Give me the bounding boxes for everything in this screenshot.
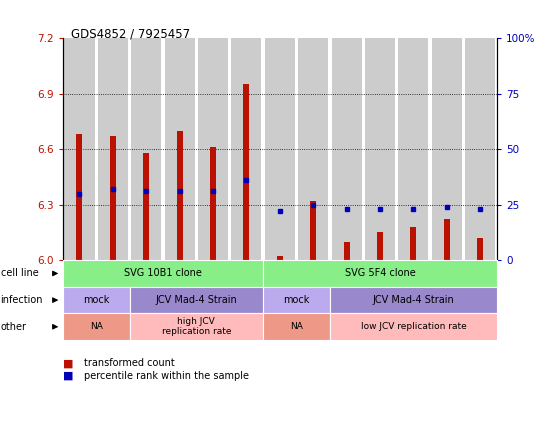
Bar (365, 38, 395, 260)
Bar (265, 38, 295, 260)
Bar (465, 38, 495, 260)
Bar (76, 135, 82, 260)
Text: SVG 5F4 clone: SVG 5F4 clone (345, 269, 416, 278)
Text: GDS4852 / 7925457: GDS4852 / 7925457 (71, 27, 190, 41)
Bar (244, 84, 250, 260)
Text: other: other (1, 322, 27, 332)
Bar (98, 38, 128, 260)
Text: JCV Mad-4 Strain: JCV Mad-4 Strain (372, 295, 454, 305)
Bar (131, 38, 161, 260)
Text: percentile rank within the sample: percentile rank within the sample (84, 371, 248, 381)
Text: mock: mock (83, 295, 109, 305)
Text: cell line: cell line (1, 269, 38, 278)
Text: mock: mock (283, 295, 310, 305)
Text: SVG 10B1 clone: SVG 10B1 clone (124, 269, 202, 278)
Bar (277, 256, 283, 260)
Bar (411, 227, 417, 260)
Bar (143, 153, 149, 260)
Bar (477, 238, 483, 260)
Bar (198, 38, 228, 260)
Text: ■: ■ (63, 371, 73, 381)
Bar (399, 38, 429, 260)
Bar (343, 242, 349, 260)
Bar (298, 38, 328, 260)
Text: JCV Mad-4 Strain: JCV Mad-4 Strain (156, 295, 237, 305)
Bar (64, 38, 94, 260)
Bar (177, 131, 183, 260)
Bar (210, 147, 216, 260)
Bar (444, 220, 450, 260)
Text: low JCV replication rate: low JCV replication rate (360, 322, 466, 331)
Text: transformed count: transformed count (84, 358, 174, 368)
Bar (377, 232, 383, 260)
Text: NA: NA (290, 322, 303, 331)
Text: high JCV
replication rate: high JCV replication rate (162, 317, 231, 336)
Bar (331, 38, 361, 260)
Text: infection: infection (1, 295, 43, 305)
Bar (232, 38, 262, 260)
Text: NA: NA (90, 322, 103, 331)
Bar (110, 136, 116, 260)
Bar (310, 201, 316, 260)
Bar (165, 38, 195, 260)
Bar (432, 38, 462, 260)
Text: ■: ■ (63, 358, 73, 368)
